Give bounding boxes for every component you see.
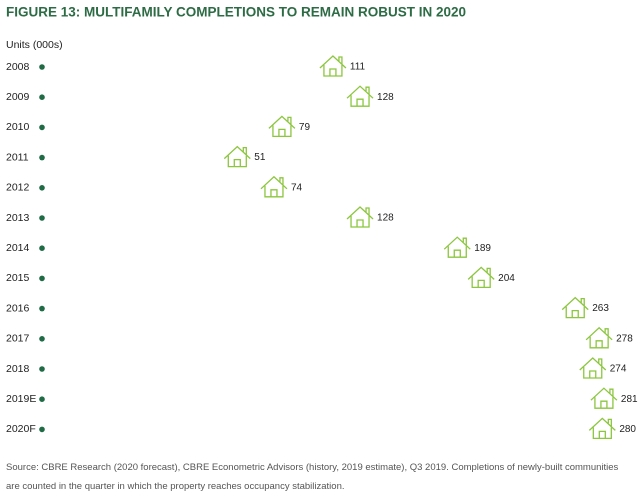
category-label: 2014 <box>6 242 30 254</box>
category-label: 2009 <box>6 91 30 103</box>
house-roof <box>467 266 495 280</box>
category-label: 2017 <box>6 333 30 345</box>
house-body <box>592 427 612 440</box>
house-icon <box>223 145 251 168</box>
unit-label: Units (000s) <box>6 39 63 51</box>
dot <box>39 124 45 131</box>
house-body <box>594 397 614 409</box>
house-body <box>565 306 585 319</box>
house-roof <box>585 326 613 341</box>
category-label: 2019E <box>6 393 36 405</box>
house-body <box>264 185 284 198</box>
house-icon <box>260 175 288 198</box>
value-label: 128 <box>377 213 394 224</box>
house-icon <box>467 266 495 289</box>
dot <box>39 426 45 433</box>
house-roof <box>443 236 471 250</box>
category-label: 2011 <box>6 151 29 163</box>
dot <box>39 305 45 312</box>
category-label: 2015 <box>6 272 30 284</box>
dot <box>39 336 45 342</box>
house-icon <box>588 417 616 440</box>
dot <box>39 396 45 403</box>
house-roof <box>588 417 616 431</box>
value-label: 280 <box>619 424 636 435</box>
value-label: 204 <box>498 273 515 284</box>
category-label: 2018 <box>6 363 30 375</box>
house-roof <box>561 296 589 311</box>
dot <box>39 154 45 161</box>
value-label: 189 <box>474 243 491 254</box>
house-icon <box>319 55 347 77</box>
dot <box>39 245 45 251</box>
value-label: 128 <box>377 92 394 103</box>
category-label: 2008 <box>6 61 30 73</box>
house-icon <box>561 296 589 319</box>
house-body <box>447 246 467 258</box>
house-body <box>583 367 603 379</box>
house-body <box>323 65 343 77</box>
value-label: 263 <box>592 303 609 314</box>
house-icon <box>585 326 613 349</box>
value-label: 51 <box>254 152 266 163</box>
category-label: 2016 <box>6 302 30 314</box>
house-body <box>589 336 609 349</box>
house-body <box>272 125 292 138</box>
value-label: 281 <box>621 394 638 405</box>
value-label: 278 <box>616 333 633 344</box>
category-label: 2020F <box>6 423 36 435</box>
chart-title: FIGURE 13: MULTIFAMILY COMPLETIONS TO RE… <box>6 5 466 20</box>
category-label: 2010 <box>6 121 30 133</box>
dot <box>39 64 45 70</box>
dot <box>39 94 45 100</box>
house-icon <box>579 357 607 379</box>
house-roof <box>268 115 296 129</box>
house-body <box>471 276 491 289</box>
value-label: 74 <box>291 182 303 193</box>
house-roof <box>590 387 618 401</box>
house-icon <box>443 236 471 258</box>
house-roof <box>223 145 251 160</box>
value-label: 79 <box>299 122 311 133</box>
house-roof <box>346 85 374 99</box>
chart: FIGURE 13: MULTIFAMILY COMPLETIONS TO RE… <box>6 5 638 440</box>
house-roof <box>579 357 607 371</box>
category-label: 2012 <box>6 182 30 194</box>
house-roof <box>319 55 347 69</box>
house-icon <box>590 387 618 409</box>
house-body <box>350 95 370 107</box>
house-body <box>227 155 247 168</box>
source-note: Source: CBRE Research (2020 forecast), C… <box>6 462 619 492</box>
value-label: 111 <box>350 62 366 73</box>
house-roof <box>260 175 288 190</box>
dot <box>39 185 45 191</box>
house-body <box>350 216 370 228</box>
house-icon <box>346 206 374 228</box>
dot <box>39 215 45 221</box>
value-label: 274 <box>610 364 627 375</box>
dot <box>39 366 45 372</box>
category-label: 2013 <box>6 212 30 224</box>
house-icon <box>346 85 374 107</box>
dot <box>39 275 45 282</box>
house-roof <box>346 206 374 220</box>
house-icon <box>268 115 296 138</box>
